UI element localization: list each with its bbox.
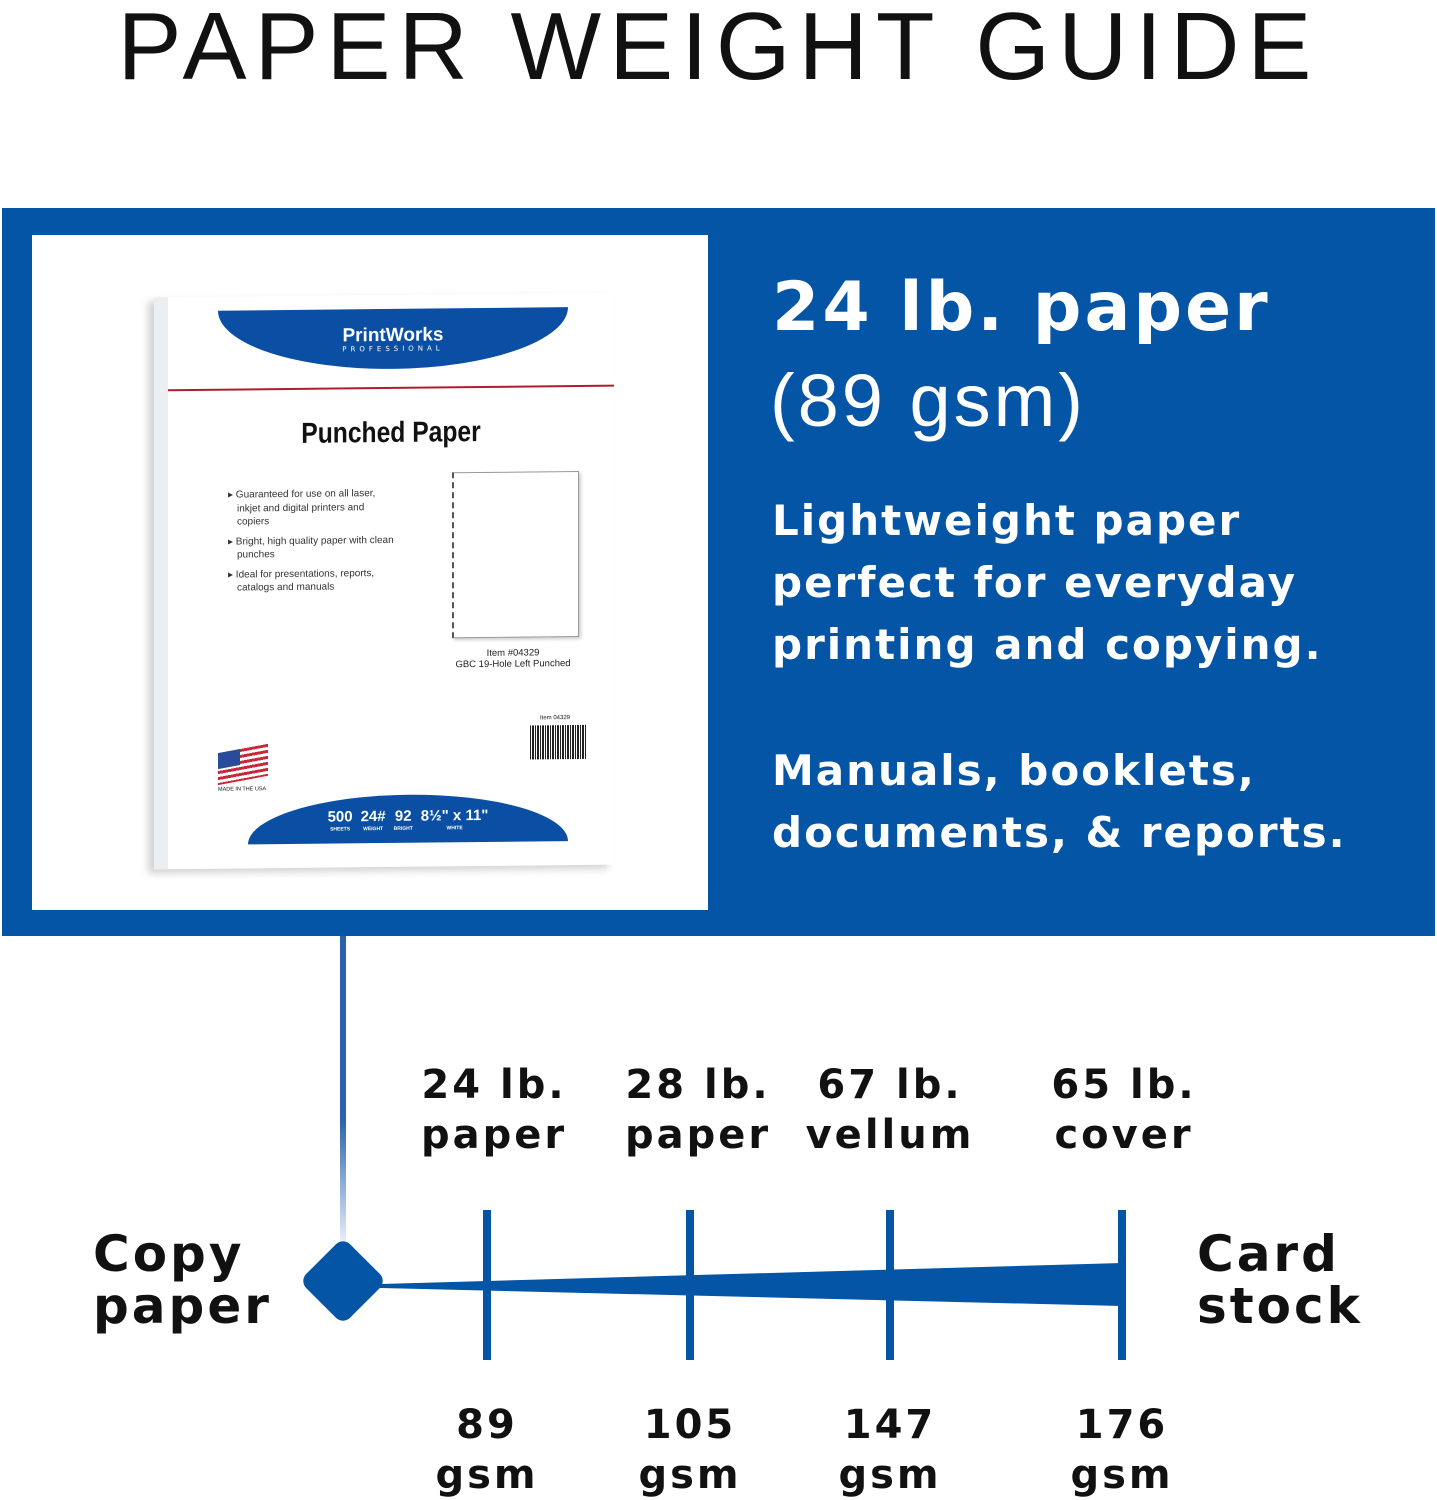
tick-label-top: 65 lb. cover xyxy=(1051,1062,1197,1158)
tick-label-top: 24 lb. paper xyxy=(420,1062,568,1158)
tick-label-top: 67 lb. vellum xyxy=(805,1062,975,1158)
feature-heading: 24 lb. paper xyxy=(772,268,1271,347)
feature-uses: Manuals, booklets, documents, & reports. xyxy=(772,746,1347,857)
connector-line xyxy=(340,936,346,1241)
product-image: PrintWorks PROFESSIONAL Punched Paper ▸ … xyxy=(32,235,708,910)
tick-label-bottom: 147 gsm xyxy=(838,1402,942,1498)
tick-label-top: 28 lb. paper xyxy=(624,1062,772,1158)
tick-label-bottom: 176 gsm xyxy=(1070,1402,1174,1498)
scale-wedge xyxy=(380,1263,1122,1306)
tick-label-bottom: 89 gsm xyxy=(435,1402,539,1498)
tick-3 xyxy=(886,1210,894,1360)
tick-2 xyxy=(686,1210,694,1360)
scale-end-label: Card stock xyxy=(1197,1225,1363,1335)
feature-description: Lightweight paper perfect for everyday p… xyxy=(772,496,1323,669)
tick-1 xyxy=(483,1210,491,1360)
tick-4 xyxy=(1118,1210,1126,1360)
feature-subheading: (89 gsm) xyxy=(770,359,1086,442)
page-title: PAPER WEIGHT GUIDE xyxy=(117,0,1320,100)
scale-start-label: Copy paper xyxy=(93,1225,272,1335)
tick-label-bottom: 105 gsm xyxy=(638,1402,742,1498)
